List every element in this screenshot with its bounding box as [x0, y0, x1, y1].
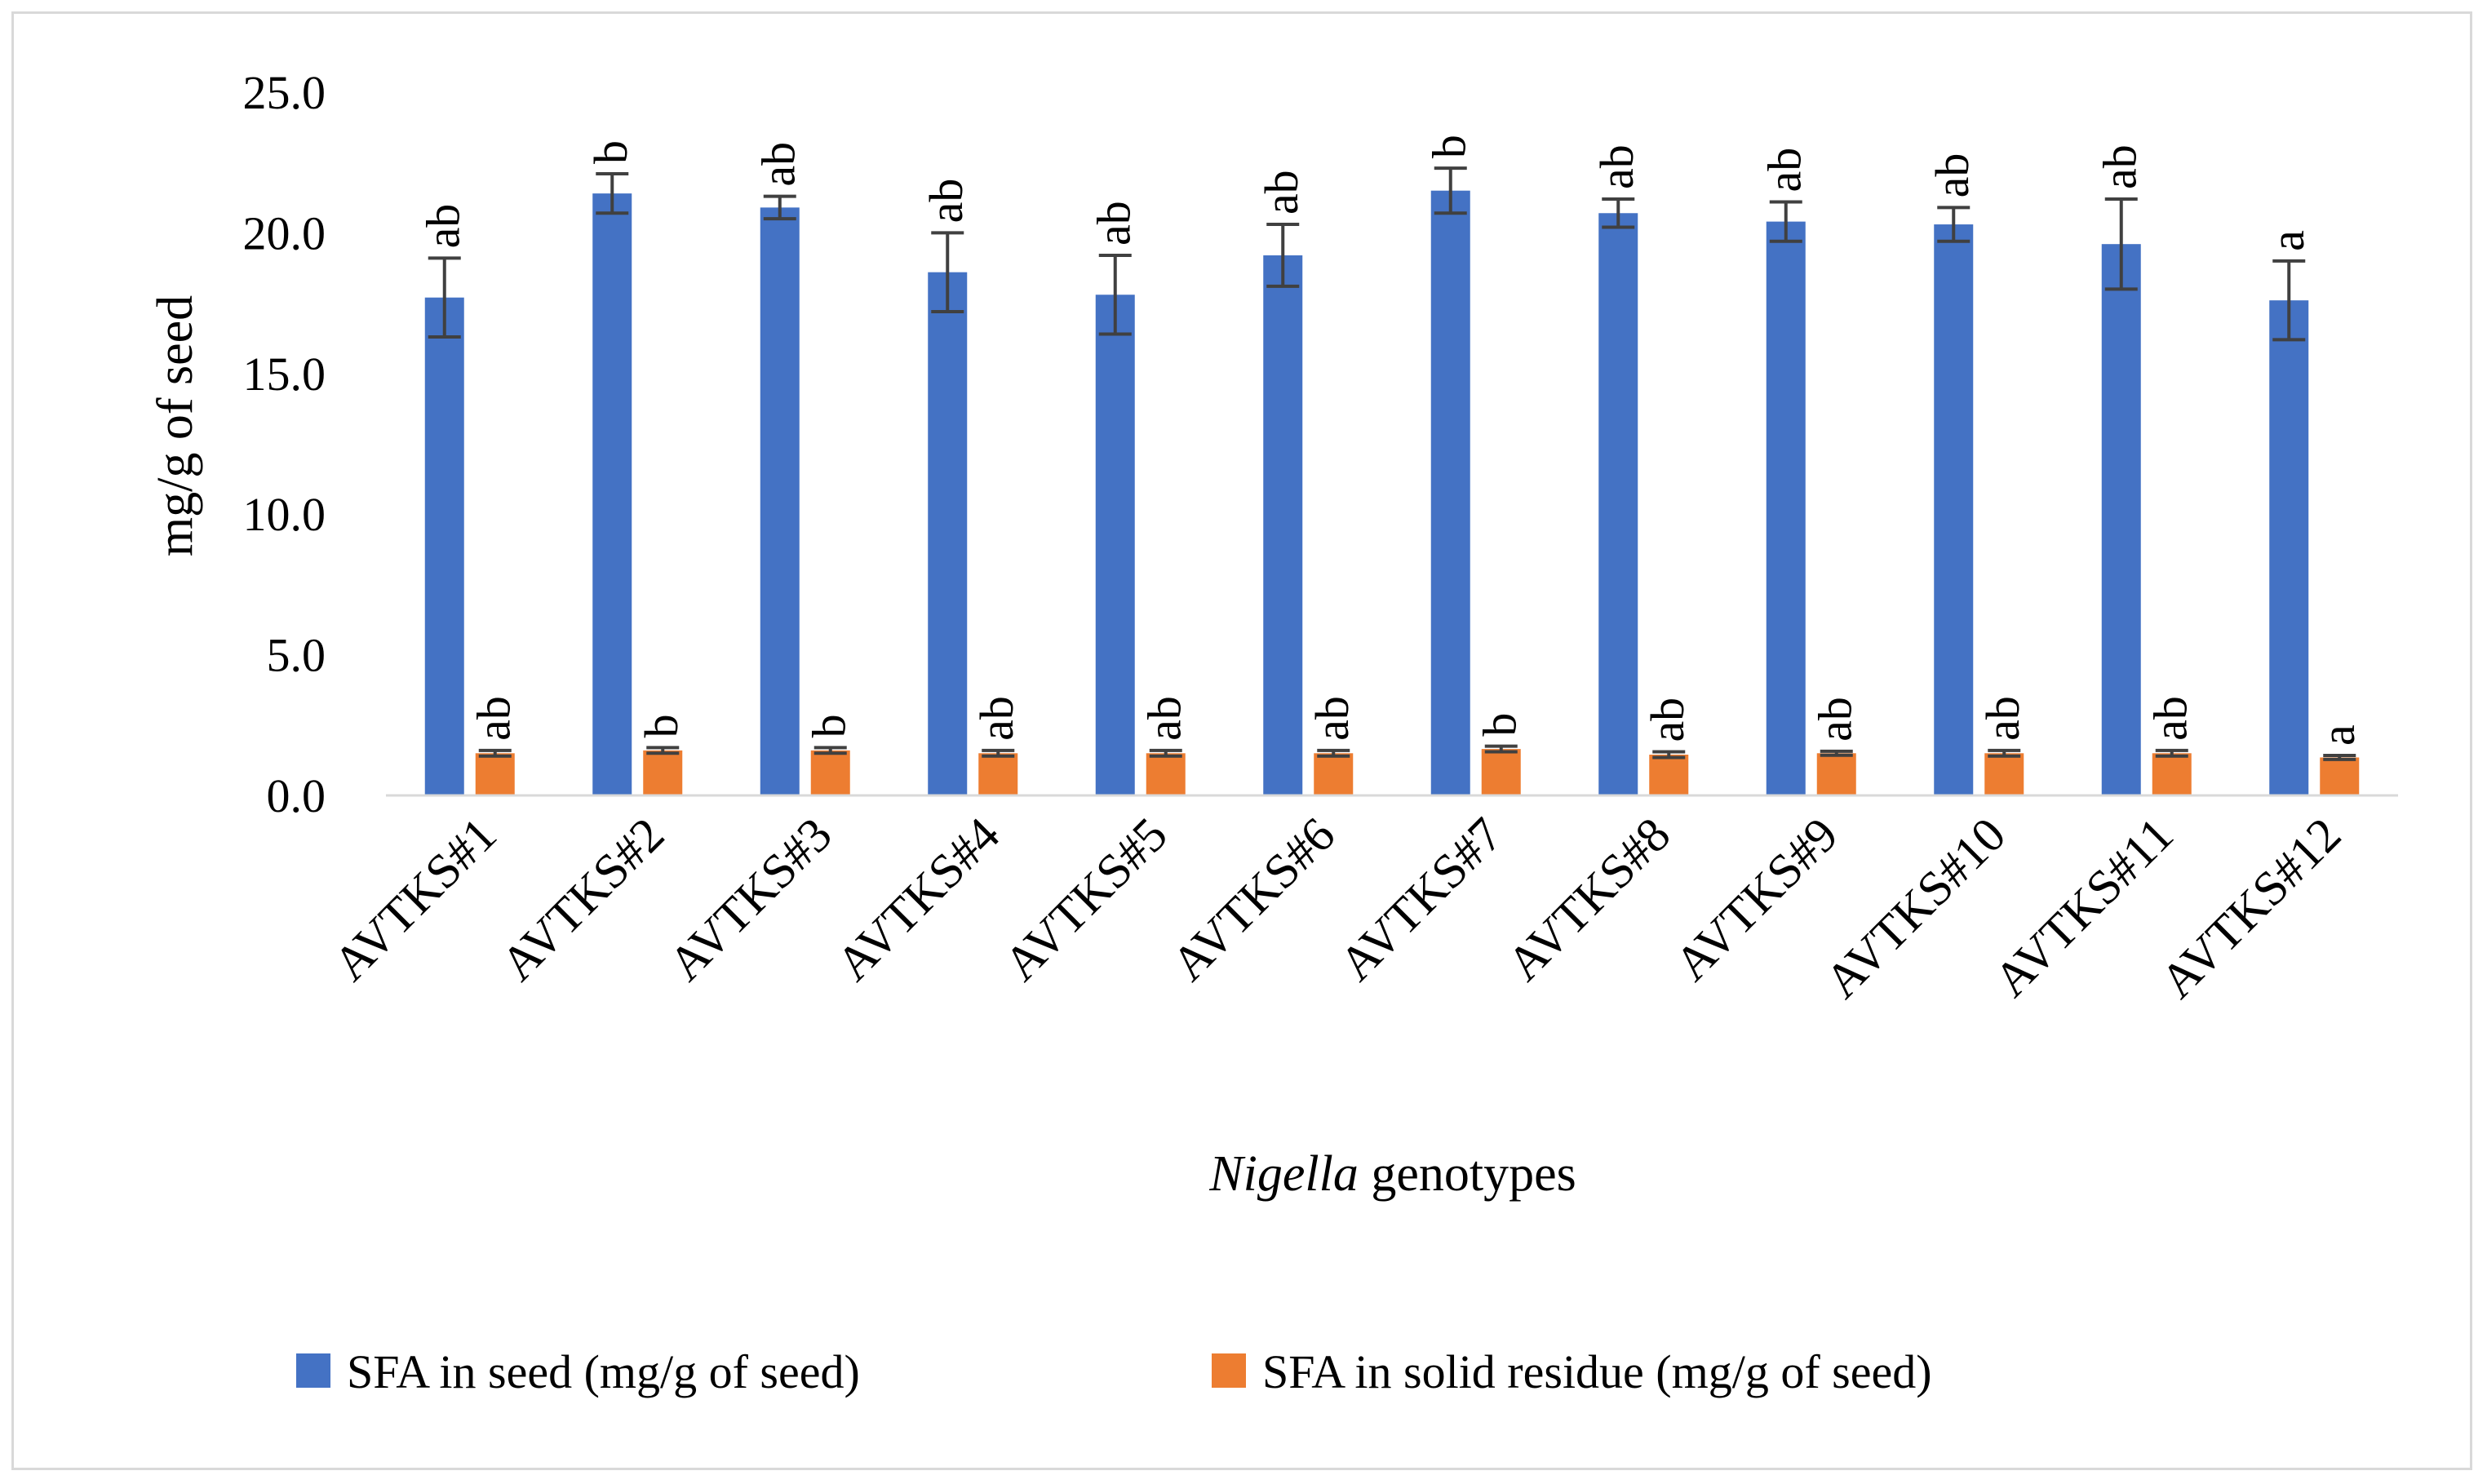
significance-letter: a [2312, 724, 2365, 746]
bar-seed [2101, 244, 2141, 795]
y-tick-label: 10.0 [243, 488, 326, 541]
bar-residue [1314, 753, 1354, 795]
significance-letter: ab [1809, 697, 1862, 742]
bar-residue [1481, 749, 1521, 795]
bar-seed [760, 207, 800, 796]
legend-label-seed: SFA in seed (mg/g of seed) [347, 1345, 860, 1398]
bar-residue [1649, 755, 1689, 795]
x-tick-label: AVTKS#11 [1984, 808, 2183, 1008]
bar-seed [928, 272, 968, 795]
bar-seed [1934, 224, 1974, 795]
x-axis-title-rest: genotypes [1359, 1146, 1576, 1202]
y-tick-label: 0.0 [267, 769, 326, 822]
significance-letter: ab [1255, 170, 1308, 215]
x-tick-label: AVTKS#2 [490, 808, 674, 991]
x-tick-label: AVTKS#6 [1161, 808, 1345, 991]
significance-letter: ab [468, 696, 521, 741]
bar-seed [592, 193, 632, 796]
significance-letter: ab [1926, 153, 1979, 198]
x-tick-label: AVTKS#1 [323, 808, 507, 991]
significance-letter: ab [417, 204, 470, 249]
significance-letter: ab [1641, 698, 1694, 742]
y-tick-label: 20.0 [243, 206, 326, 259]
bar-residue [810, 750, 850, 795]
bar-residue [475, 753, 515, 795]
bar-residue [1146, 753, 1186, 795]
bar-seed [424, 297, 464, 796]
bar-residue [1816, 753, 1856, 795]
significance-letter: ab [1976, 696, 2029, 741]
significance-letter: ab [2094, 144, 2147, 189]
bar-residue [2152, 753, 2192, 795]
legend-label-residue: SFA in solid residue (mg/g of seed) [1262, 1345, 1932, 1398]
bars: ab ab b b ab b ab ab ab ab ab ab b b ab ab ab ab ab ab ab ab a… [417, 135, 2365, 796]
significance-letter: ab [2144, 696, 2197, 741]
legend: SFA in seed (mg/g of seed) SFA in solid … [296, 1345, 1932, 1398]
x-tick-label: AVTKS#8 [1496, 808, 1680, 991]
x-axis: AVTKS#1AVTKS#2AVTKS#3AVTKS#4AVTKS#5AVTKS… [323, 794, 2398, 1008]
bar-seed [1095, 295, 1135, 796]
significance-letter: ab [1758, 148, 1811, 193]
y-axis-title: mg/g of seed [148, 295, 203, 556]
significance-letter: ab [1138, 696, 1191, 741]
bar-seed [1598, 213, 1638, 795]
chart-frame: 0.0 5.0 10.0 15.0 20.0 25.0 ab ab b b ab b ab ab ab ab… [11, 11, 2472, 1470]
bar-residue [643, 750, 683, 795]
significance-letter: b [635, 714, 688, 738]
x-axis-title-italic: Nigella [1208, 1146, 1359, 1202]
significance-letter: ab [970, 696, 1023, 741]
x-axis-title: Nigella genotypes [1208, 1146, 1576, 1202]
significance-letter: ab [920, 179, 973, 224]
bar-residue [978, 753, 1018, 795]
y-tick-label: 5.0 [267, 629, 326, 682]
bar-seed [1766, 221, 1806, 795]
x-tick-label: AVTKS#12 [2150, 808, 2351, 1008]
bar-residue [1984, 753, 2024, 795]
x-tick-label: AVTKS#10 [1815, 808, 2015, 1008]
significance-letter: b [1474, 713, 1527, 737]
bar-chart: 0.05.010.015.020.025.0 ababbbabbabababab… [148, 66, 2398, 1398]
x-tick-label: AVTKS#5 [994, 808, 1177, 991]
legend-swatch-seed [296, 1353, 330, 1388]
significance-letter: b [584, 140, 637, 164]
bar-seed [1430, 190, 1470, 795]
significance-letter: a [2261, 230, 2314, 251]
significance-letter: ab [1306, 696, 1359, 741]
y-tick-label: 25.0 [243, 66, 326, 119]
significance-letter: ab [752, 142, 805, 187]
significance-letter: b [803, 714, 856, 738]
y-tick-label: 15.0 [243, 348, 326, 401]
bar-seed [1263, 255, 1303, 795]
y-axis: 0.0 5.0 10.0 15.0 20.0 25.0 [243, 66, 326, 822]
bar-seed [2269, 300, 2309, 796]
significance-letter: ab [1590, 144, 1643, 189]
significance-letter: b [1423, 135, 1476, 158]
significance-letter: ab [1088, 201, 1141, 246]
x-tick-label: AVTKS#4 [826, 808, 1009, 991]
legend-swatch-residue [1212, 1353, 1246, 1388]
x-tick-label: AVTKS#7 [1329, 808, 1513, 991]
x-tick-label: AVTKS#3 [658, 808, 842, 991]
bar-residue [2320, 757, 2360, 795]
